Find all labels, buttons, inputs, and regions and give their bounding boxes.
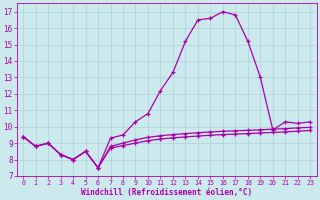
X-axis label: Windchill (Refroidissement éolien,°C): Windchill (Refroidissement éolien,°C)	[81, 188, 252, 197]
